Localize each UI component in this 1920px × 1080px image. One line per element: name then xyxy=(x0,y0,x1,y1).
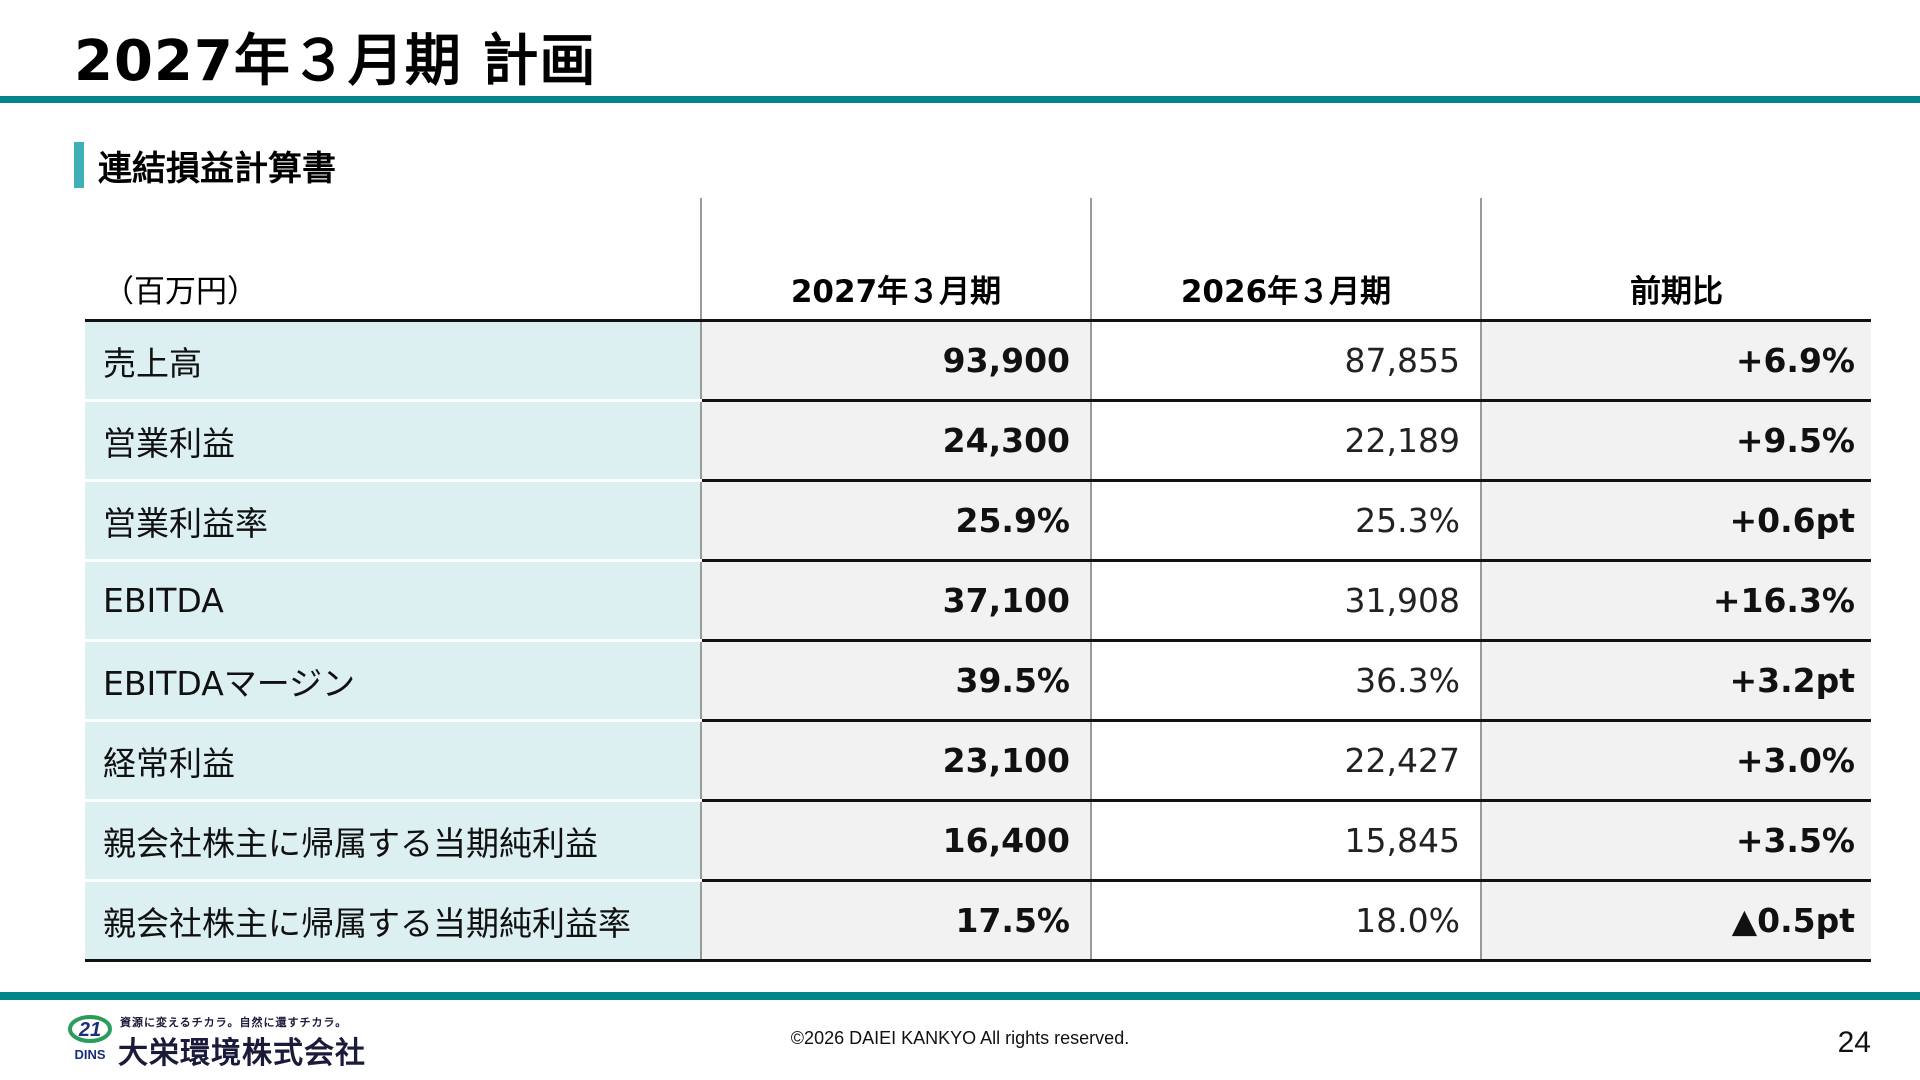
prev-value: 87,855 xyxy=(1090,320,1481,402)
column-header-prev: 2026年３月期 xyxy=(1090,198,1481,322)
prev-value: 31,908 xyxy=(1090,560,1481,642)
prev-value: 36.3% xyxy=(1090,640,1481,722)
unit-label: （百万円） xyxy=(85,198,701,322)
column-header-diff: 前期比 xyxy=(1480,198,1871,322)
table-row: EBITDA 37,100 31,908 +16.3% xyxy=(85,560,1871,642)
diff-value: +0.6pt xyxy=(1480,480,1871,562)
prev-value: 25.3% xyxy=(1090,480,1481,562)
row-label: EBITDA xyxy=(85,560,701,642)
plan-value: 16,400 xyxy=(700,800,1091,882)
plan-value: 37,100 xyxy=(700,560,1091,642)
row-label: 営業利益率 xyxy=(85,480,701,562)
company-logo: 21 DINS 資源に変えるチカラ。自然に還すチカラ。 大栄環境株式会社 xyxy=(66,1014,365,1071)
plan-value: 39.5% xyxy=(700,640,1091,722)
plan-value: 25.9% xyxy=(700,480,1091,562)
row-label: EBITDAマージン xyxy=(85,640,701,722)
table-row: 売上高 93,900 87,855 +6.9% xyxy=(85,320,1871,402)
logo-sub-text: DINS xyxy=(74,1047,105,1062)
footer-divider xyxy=(0,992,1920,1000)
table-row: EBITDAマージン 39.5% 36.3% +3.2pt xyxy=(85,640,1871,722)
row-label: 経常利益 xyxy=(85,720,701,802)
row-label: 営業利益 xyxy=(85,400,701,482)
page-title: 2027年３月期 計画 xyxy=(74,29,597,94)
diff-value: +3.5% xyxy=(1480,800,1871,882)
row-label: 親会社株主に帰属する当期純利益率 xyxy=(85,880,701,962)
diff-value: ▲0.5pt xyxy=(1480,880,1871,962)
logo-mark-text: 21 xyxy=(78,1019,101,1041)
logo-emblem-icon: 21 DINS xyxy=(68,1015,112,1062)
header-divider xyxy=(0,96,1920,103)
table-row: 経常利益 23,100 22,427 +3.0% xyxy=(85,720,1871,802)
row-label: 親会社株主に帰属する当期純利益 xyxy=(85,800,701,882)
diff-value: +3.0% xyxy=(1480,720,1871,802)
prev-value: 22,427 xyxy=(1090,720,1481,802)
plan-value: 17.5% xyxy=(700,880,1091,962)
table-row: 営業利益 24,300 22,189 +9.5% xyxy=(85,400,1871,482)
prev-value: 15,845 xyxy=(1090,800,1481,882)
plan-value: 93,900 xyxy=(700,320,1091,402)
plan-value: 24,300 xyxy=(700,400,1091,482)
table-row: 営業利益率 25.9% 25.3% +0.6pt xyxy=(85,480,1871,562)
table-row: 親会社株主に帰属する当期純利益 16,400 15,845 +3.5% xyxy=(85,800,1871,882)
prev-value: 18.0% xyxy=(1090,880,1481,962)
diff-value: +16.3% xyxy=(1480,560,1871,642)
table-header-row: （百万円） 2027年３月期 2026年３月期 前期比 xyxy=(85,198,1871,322)
column-header-plan: 2027年３月期 xyxy=(700,198,1091,322)
table-row: 親会社株主に帰属する当期純利益率 17.5% 18.0% ▲0.5pt xyxy=(85,880,1871,962)
section-title: 連結損益計算書 xyxy=(98,148,336,189)
income-statement-table: （百万円） 2027年３月期 2026年３月期 前期比 売上高 93,900 8… xyxy=(85,198,1871,962)
diff-value: +6.9% xyxy=(1480,320,1871,402)
section-heading: 連結損益計算書 xyxy=(74,142,336,189)
logo-tagline: 資源に変えるチカラ。自然に還すチカラ。 xyxy=(120,1016,348,1029)
row-label: 売上高 xyxy=(85,320,701,402)
company-name: 大栄環境株式会社 xyxy=(118,1036,366,1071)
diff-value: +3.2pt xyxy=(1480,640,1871,722)
prev-value: 22,189 xyxy=(1090,400,1481,482)
diff-value: +9.5% xyxy=(1480,400,1871,482)
section-marker xyxy=(74,142,84,188)
plan-value: 23,100 xyxy=(700,720,1091,802)
copyright-text: ©2026 DAIEI KANKYO All rights reserved. xyxy=(790,1028,1130,1048)
page-number: 24 xyxy=(1837,1026,1871,1059)
